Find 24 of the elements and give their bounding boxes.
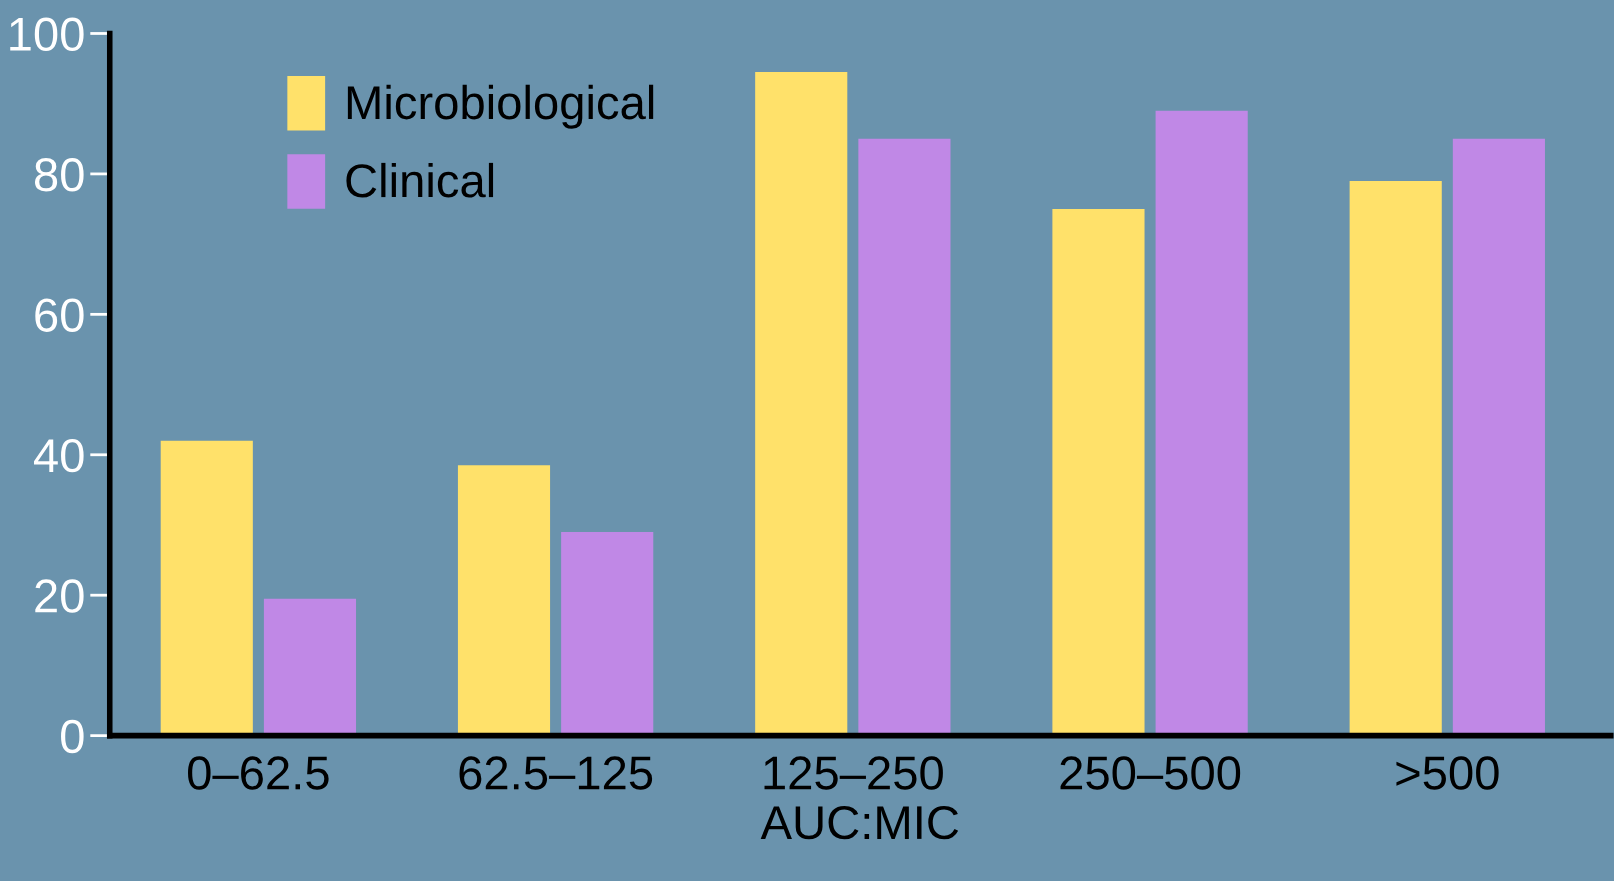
bar (858, 138, 951, 736)
legend-label: Microbiological (347, 84, 654, 129)
y-tick-label: 100 (10, 17, 84, 52)
bar (1452, 138, 1545, 736)
x-tick-label: 0–62.5 (188, 756, 329, 790)
bar (457, 465, 551, 736)
bar (561, 532, 654, 736)
bar (263, 598, 357, 736)
bar (1052, 209, 1145, 736)
y-tick-label: 60 (35, 298, 84, 332)
x-tick-label: 62.5–125 (459, 756, 653, 790)
bar (755, 72, 848, 736)
y-tick-label: 40 (34, 438, 84, 473)
x-tick-label: 125–250 (764, 756, 943, 790)
bar (160, 440, 253, 736)
x-tick-label: >500 (1396, 756, 1499, 790)
x-tick-label: 250–500 (1060, 756, 1241, 790)
bar (1349, 180, 1442, 736)
x-axis-title: AUC:MIC (760, 805, 959, 840)
y-tick-label: 20 (35, 579, 84, 613)
bar (1155, 110, 1248, 736)
y-tick-label: 80 (34, 158, 84, 192)
legend-label: Clinical (346, 162, 494, 198)
y-tick-label: 0 (61, 719, 84, 754)
